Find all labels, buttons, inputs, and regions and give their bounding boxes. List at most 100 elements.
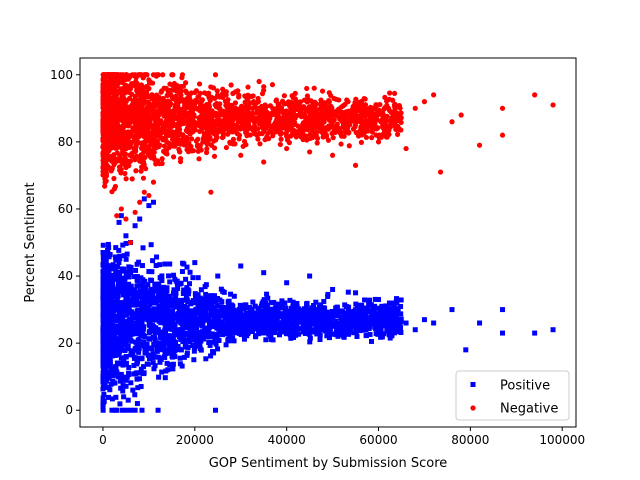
- point-positive: [101, 341, 107, 347]
- point-positive: [318, 302, 324, 308]
- point-positive: [291, 304, 297, 310]
- point-negative: [169, 136, 176, 143]
- point-positive: [124, 301, 130, 307]
- point-positive: [374, 320, 380, 326]
- point-positive: [162, 351, 168, 357]
- point-positive: [181, 261, 187, 267]
- point-positive: [255, 305, 261, 311]
- point-positive: [249, 320, 255, 326]
- point-positive: [250, 299, 256, 305]
- point-positive: [431, 320, 437, 326]
- point-positive: [376, 320, 382, 326]
- point-positive: [178, 280, 184, 286]
- point-positive: [157, 355, 163, 361]
- point-negative: [118, 170, 124, 176]
- point-positive: [393, 325, 399, 331]
- point-positive: [383, 309, 389, 315]
- point-negative: [140, 175, 147, 181]
- point-negative: [158, 135, 164, 141]
- point-positive: [237, 302, 243, 308]
- point-positive: [110, 342, 116, 348]
- point-positive: [234, 309, 240, 315]
- point-positive: [231, 307, 237, 313]
- point-positive: [279, 305, 285, 311]
- point-positive: [368, 338, 374, 344]
- point-positive: [321, 320, 327, 326]
- point-negative: [286, 103, 293, 109]
- point-positive: [334, 308, 340, 314]
- point-positive: [183, 276, 189, 282]
- point-positive: [178, 347, 184, 353]
- point-positive: [500, 330, 506, 336]
- point-positive: [164, 298, 170, 304]
- point-positive: [161, 311, 167, 317]
- point-positive: [156, 308, 162, 314]
- point-positive: [353, 323, 359, 329]
- point-positive: [392, 305, 398, 311]
- point-positive: [277, 326, 283, 332]
- point-positive: [179, 268, 185, 274]
- point-positive: [356, 326, 362, 332]
- point-positive: [133, 311, 139, 317]
- point-positive: [144, 341, 150, 347]
- point-positive: [277, 323, 283, 329]
- point-positive: [125, 397, 131, 403]
- point-positive: [274, 316, 280, 322]
- point-positive: [364, 305, 370, 311]
- point-negative: [375, 125, 381, 131]
- point-positive: [157, 292, 163, 298]
- point-positive: [146, 203, 152, 209]
- point-positive: [118, 385, 124, 391]
- point-negative: [193, 88, 199, 94]
- point-positive: [277, 311, 283, 317]
- point-positive: [109, 310, 115, 316]
- point-positive: [177, 355, 183, 361]
- point-negative: [170, 154, 177, 160]
- point-negative: [188, 136, 195, 142]
- point-positive: [106, 343, 112, 349]
- point-positive: [412, 327, 418, 333]
- point-positive: [346, 317, 352, 323]
- point-positive: [389, 331, 395, 337]
- point-positive: [265, 311, 271, 317]
- point-positive: [252, 303, 258, 309]
- point-positive: [338, 315, 344, 321]
- point-negative: [195, 136, 201, 142]
- point-positive: [137, 309, 143, 315]
- point-positive: [100, 347, 106, 353]
- point-positive: [231, 338, 237, 344]
- point-positive: [118, 213, 124, 219]
- point-positive: [112, 352, 118, 358]
- point-positive: [103, 330, 109, 336]
- point-positive: [137, 288, 143, 294]
- point-negative: [236, 92, 242, 98]
- point-positive: [209, 339, 215, 345]
- point-positive: [187, 269, 193, 275]
- point-positive: [198, 306, 204, 312]
- point-positive: [304, 300, 310, 306]
- point-positive: [264, 291, 270, 297]
- point-positive: [140, 370, 146, 376]
- point-positive: [127, 291, 133, 297]
- point-negative: [384, 98, 390, 104]
- point-positive: [195, 334, 201, 340]
- point-positive: [214, 331, 220, 337]
- point-positive: [105, 277, 111, 283]
- point-positive: [107, 314, 113, 320]
- point-negative: [126, 144, 132, 151]
- point-positive: [128, 380, 134, 386]
- point-positive: [197, 346, 203, 352]
- point-positive: [132, 407, 138, 413]
- point-positive: [127, 335, 133, 341]
- point-positive: [163, 335, 169, 341]
- point-negative: [254, 110, 260, 116]
- point-positive: [245, 330, 251, 336]
- point-positive: [312, 306, 318, 312]
- point-positive: [167, 309, 173, 315]
- point-negative: [374, 117, 380, 123]
- point-positive: [179, 306, 185, 312]
- point-positive: [199, 331, 205, 337]
- point-positive: [111, 305, 117, 311]
- point-positive: [259, 300, 265, 306]
- point-positive: [174, 281, 180, 287]
